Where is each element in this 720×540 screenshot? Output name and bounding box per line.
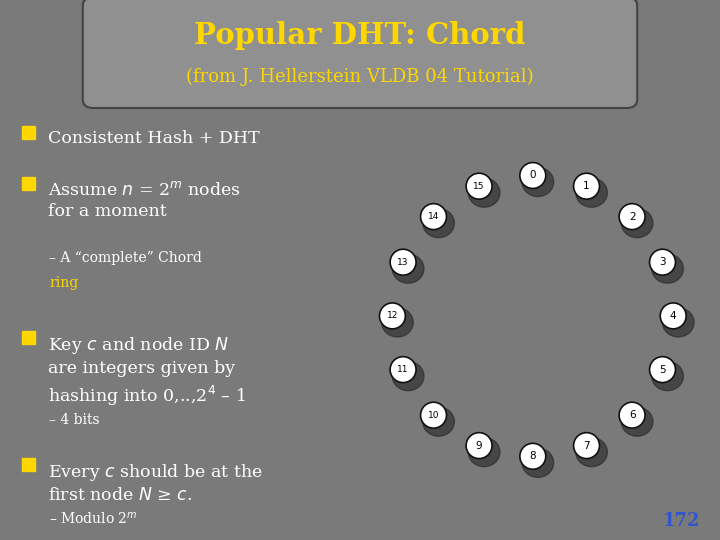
Text: 1: 1: [583, 181, 590, 191]
FancyBboxPatch shape: [22, 177, 35, 190]
FancyBboxPatch shape: [22, 126, 35, 139]
Text: 6: 6: [629, 410, 635, 420]
FancyBboxPatch shape: [22, 458, 35, 471]
Ellipse shape: [468, 437, 500, 467]
Ellipse shape: [576, 437, 608, 467]
Text: Popular DHT: Chord: Popular DHT: Chord: [194, 21, 526, 50]
Text: 3: 3: [660, 257, 666, 267]
Text: Assume $n$ = 2$^m$ nodes
for a moment: Assume $n$ = 2$^m$ nodes for a moment: [48, 181, 241, 220]
Ellipse shape: [392, 361, 424, 390]
Text: Every $c$ should be at the
first node $N$ ≥ $c$.: Every $c$ should be at the first node $N…: [48, 462, 263, 504]
FancyBboxPatch shape: [22, 331, 35, 344]
Text: 9: 9: [476, 441, 482, 450]
Ellipse shape: [379, 303, 405, 329]
Text: – Modulo 2$^m$: – Modulo 2$^m$: [49, 510, 138, 526]
Text: 10: 10: [428, 411, 439, 420]
Text: – 4 bits: – 4 bits: [49, 413, 99, 427]
Ellipse shape: [621, 208, 653, 238]
Text: 4: 4: [670, 311, 677, 321]
Text: 5: 5: [660, 364, 666, 375]
Ellipse shape: [390, 356, 416, 382]
Ellipse shape: [522, 167, 554, 197]
Text: 13: 13: [397, 258, 409, 267]
Text: Consistent Hash + DHT: Consistent Hash + DHT: [48, 130, 260, 146]
Text: – A “complete” Chord: – A “complete” Chord: [49, 251, 202, 265]
Text: 172: 172: [662, 512, 700, 530]
Text: 15: 15: [473, 181, 485, 191]
Ellipse shape: [652, 361, 683, 390]
Ellipse shape: [520, 443, 546, 469]
Ellipse shape: [390, 249, 416, 275]
Ellipse shape: [423, 208, 454, 238]
Ellipse shape: [619, 204, 645, 230]
Ellipse shape: [522, 448, 554, 477]
Text: 7: 7: [583, 441, 590, 450]
Ellipse shape: [652, 254, 683, 284]
Ellipse shape: [649, 249, 675, 275]
Ellipse shape: [649, 356, 675, 382]
Ellipse shape: [382, 308, 413, 337]
Text: 14: 14: [428, 212, 439, 221]
Ellipse shape: [662, 308, 694, 337]
Text: 0: 0: [529, 171, 536, 180]
Ellipse shape: [574, 433, 600, 458]
Ellipse shape: [520, 163, 546, 188]
Text: 8: 8: [529, 451, 536, 461]
FancyBboxPatch shape: [83, 0, 637, 108]
Ellipse shape: [466, 173, 492, 199]
Ellipse shape: [420, 204, 446, 230]
Text: Key $c$ and node ID $N$
are integers given by
hashing into 0,..,2$^4$ – 1: Key $c$ and node ID $N$ are integers giv…: [48, 335, 246, 408]
Ellipse shape: [466, 433, 492, 458]
Text: ring: ring: [49, 276, 78, 291]
Ellipse shape: [423, 407, 454, 436]
Text: 11: 11: [397, 365, 409, 374]
Text: 12: 12: [387, 312, 398, 320]
Ellipse shape: [660, 303, 686, 329]
Text: (from J. Hellerstein VLDB 04 Tutorial): (from J. Hellerstein VLDB 04 Tutorial): [186, 68, 534, 86]
Ellipse shape: [621, 407, 653, 436]
Ellipse shape: [574, 173, 600, 199]
Ellipse shape: [576, 178, 608, 207]
Text: 2: 2: [629, 212, 635, 221]
Ellipse shape: [420, 402, 446, 428]
Ellipse shape: [468, 178, 500, 207]
Ellipse shape: [619, 402, 645, 428]
Ellipse shape: [392, 254, 424, 284]
